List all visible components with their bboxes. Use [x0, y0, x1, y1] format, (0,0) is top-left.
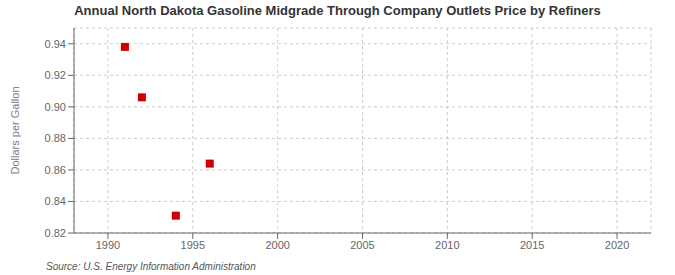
- svg-text:2015: 2015: [520, 239, 544, 251]
- svg-text:0.88: 0.88: [45, 132, 66, 144]
- html-text:Source: U.S. Energy Informatio: Source: U.S. Energy Information Administ…: [46, 261, 256, 272]
- svg-text:2005: 2005: [350, 239, 374, 251]
- svg-text:0.90: 0.90: [45, 101, 66, 113]
- svg-text:2010: 2010: [435, 239, 459, 251]
- svg-text:Dollars per Gallon: Dollars per Gallon: [9, 86, 21, 174]
- svg-text:0.86: 0.86: [45, 164, 66, 176]
- svg-text:1995: 1995: [181, 239, 205, 251]
- svg-text:1990: 1990: [96, 239, 120, 251]
- svg-text:0.82: 0.82: [45, 227, 66, 239]
- svg-text:0.84: 0.84: [45, 195, 66, 207]
- svg-text:2020: 2020: [605, 239, 629, 251]
- svg-text:0.94: 0.94: [45, 38, 66, 50]
- html-text:Annual North Dakota Gasoline M: Annual North Dakota Gasoline Midgrade Th…: [74, 3, 601, 18]
- svg-text:2000: 2000: [265, 239, 289, 251]
- svg-text:0.92: 0.92: [45, 69, 66, 81]
